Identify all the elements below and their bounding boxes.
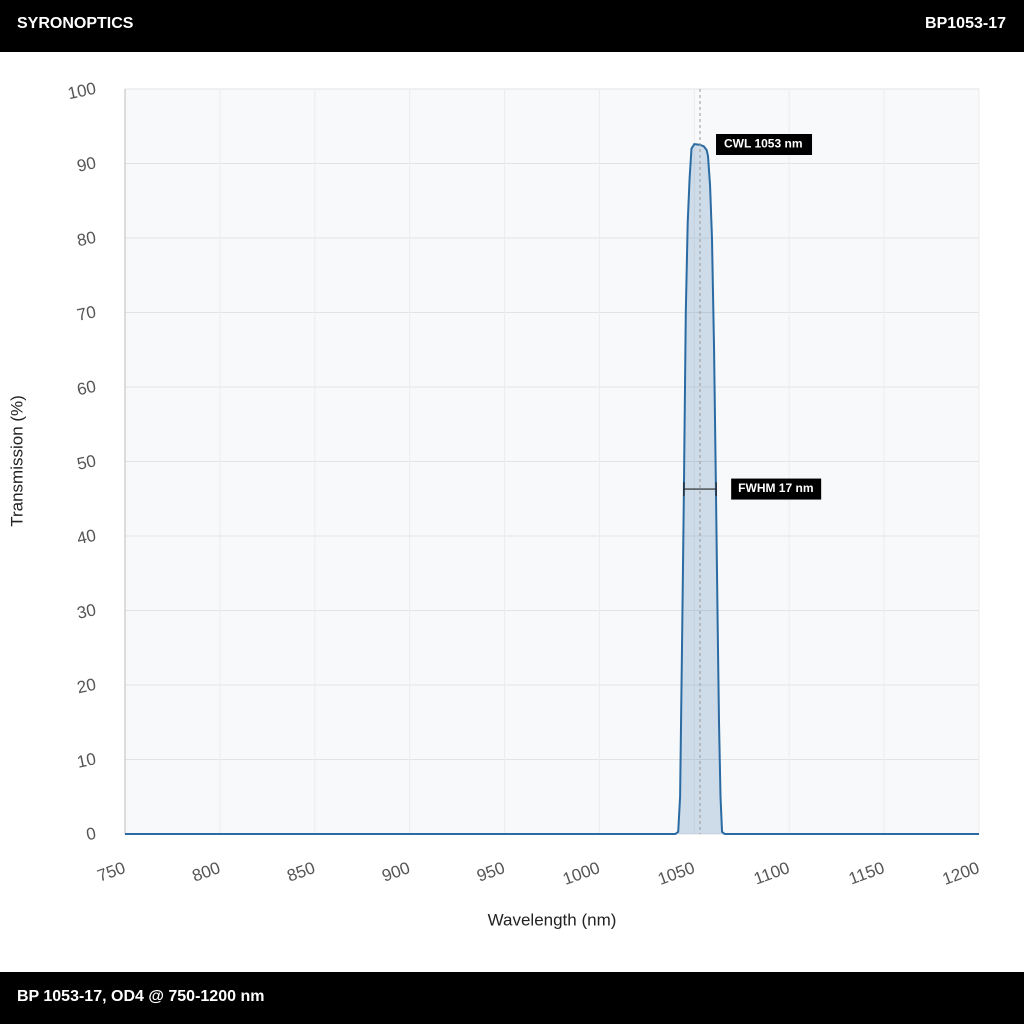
x-tick-label: 1150 (846, 858, 887, 888)
x-tick-label: 1200 (940, 858, 982, 889)
y-tick-label: 10 (75, 749, 97, 772)
cwl-label: CWL 1053 nm (724, 137, 802, 151)
x-axis-label: Wavelength (nm) (488, 910, 617, 929)
fwhm-label-box (731, 478, 822, 500)
cwl-label-box (716, 134, 813, 155)
x-tick-label: 1100 (751, 858, 792, 888)
brand: SYRONOPTICS (17, 15, 134, 32)
header-bar (0, 0, 1024, 52)
y-tick-label: 30 (75, 600, 97, 623)
x-tick-label: 750 (95, 858, 128, 886)
caption: BP 1053-17, OD4 @ 750-1200 nm (17, 988, 264, 1005)
y-tick-label: 90 (75, 153, 97, 176)
footer-bar (0, 972, 1024, 1024)
x-tick-label: 1000 (560, 858, 602, 889)
x-tick-label: 950 (474, 858, 507, 886)
x-tick-label: 850 (285, 858, 318, 886)
y-tick-label: 0 (85, 824, 98, 845)
y-tick-label: 60 (75, 377, 97, 400)
y-tick-label: 70 (75, 302, 97, 325)
y-tick-label: 40 (75, 526, 97, 549)
x-tick-label: 900 (379, 858, 412, 886)
y-tick-label: 100 (66, 79, 98, 103)
x-tick-label: 1050 (655, 858, 697, 889)
y-tick-label: 50 (75, 451, 97, 474)
part-number: BP1053-17 (925, 15, 1006, 32)
y-tick-label: 20 (75, 675, 97, 698)
x-tick-label: 800 (190, 858, 223, 886)
y-axis-label: Transmission (%) (7, 395, 26, 527)
y-tick-label: 80 (75, 228, 97, 251)
fwhm-label: FWHM 17 nm (738, 481, 813, 495)
line (125, 143, 979, 835)
